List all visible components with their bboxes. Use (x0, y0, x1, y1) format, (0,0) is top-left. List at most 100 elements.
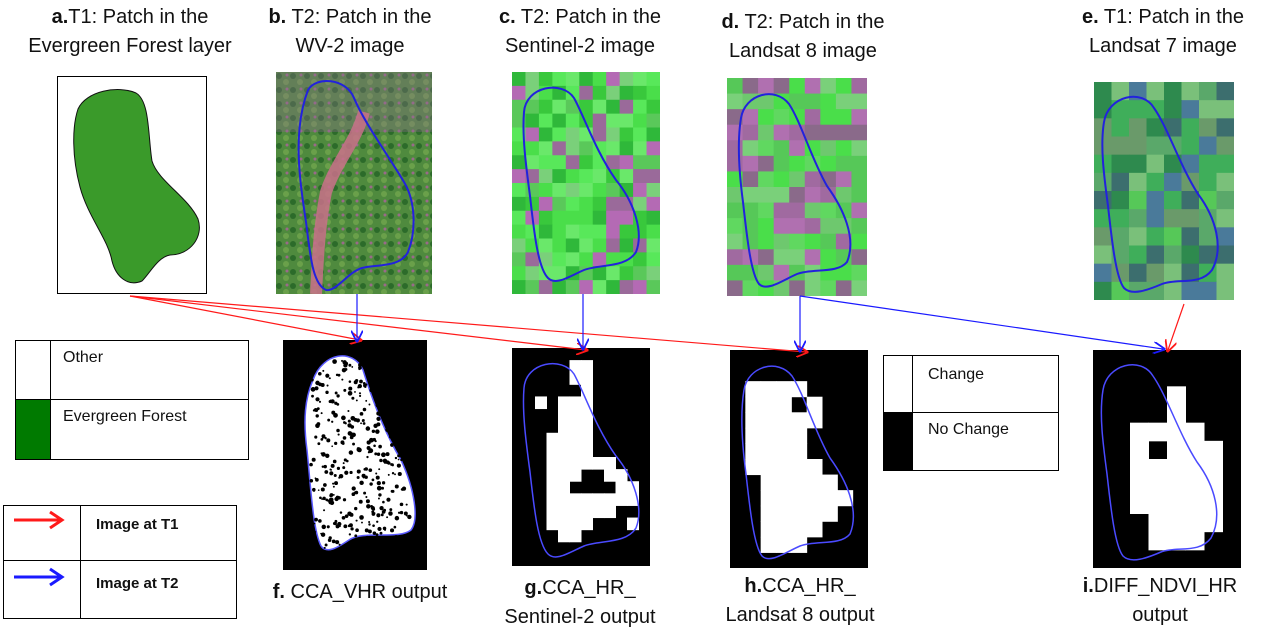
image-pixel (565, 224, 580, 239)
caption-b-line2: WV-2 image (295, 35, 405, 57)
no-change-speck (400, 488, 404, 491)
image-pixel (525, 224, 540, 239)
no-change-speck (318, 371, 322, 376)
no-change-speck (332, 485, 335, 488)
change-cell (791, 459, 808, 476)
change-cell (745, 443, 762, 460)
image-pixel (619, 85, 634, 101)
legend-landcover-forest: Evergreen Forest (16, 400, 248, 459)
change-cell (822, 490, 838, 507)
no-change-speck (375, 376, 377, 379)
no-change-speck (334, 401, 338, 405)
no-change-speck (311, 358, 316, 363)
image-pixel (646, 85, 660, 101)
no-change-speck (399, 502, 404, 507)
image-pixel (727, 171, 744, 188)
change-cell (581, 420, 593, 434)
image-pixel (525, 280, 540, 294)
caption-e-line1: T1: Patch in the (1098, 6, 1244, 28)
image-pixel (552, 72, 567, 87)
image-pixel (633, 224, 648, 239)
no-change-speck (375, 475, 380, 480)
caption-f-letter: f. (272, 581, 285, 603)
image-pixel (1094, 209, 1112, 228)
no-change-speck (405, 461, 410, 466)
image-pixel (565, 141, 580, 156)
no-change-speck (356, 469, 361, 474)
change-cell (776, 396, 792, 413)
caption-g-letter: g. (524, 577, 543, 599)
image-pixel (606, 113, 621, 128)
image-pixel (851, 171, 867, 188)
change-cell (569, 408, 582, 422)
no-change-speck (310, 378, 314, 382)
no-change-speck (377, 526, 382, 532)
change-cell (546, 444, 559, 458)
no-change-speck (332, 359, 337, 364)
image-pixel (1216, 245, 1234, 265)
no-change-speck (349, 541, 352, 544)
image-pixel (525, 72, 540, 87)
change-cell (569, 517, 582, 531)
no-change-speck (334, 519, 338, 523)
image-pixel (579, 224, 594, 239)
no-change-speck (403, 374, 408, 379)
legend-label-other: Other (63, 349, 104, 366)
change-cell (604, 457, 616, 470)
no-change-speck (365, 536, 367, 539)
image-pixel (1129, 154, 1147, 174)
image-pixel (1199, 136, 1217, 156)
no-change-speck (394, 484, 399, 489)
image-pixel (646, 99, 660, 115)
image-pixel (820, 233, 837, 250)
image-pixel (1146, 263, 1165, 283)
image-pixel (538, 72, 553, 87)
image-pixel (538, 127, 553, 142)
no-change-speck (376, 520, 379, 523)
change-cell (558, 505, 570, 519)
no-change-speck (332, 459, 337, 464)
image-pixel (552, 210, 567, 226)
image-pixel (565, 196, 580, 212)
no-change-speck (401, 545, 404, 548)
change-cell (1204, 459, 1223, 478)
no-change-speck (369, 365, 373, 369)
no-change-speck (326, 438, 331, 443)
change-cell (776, 459, 792, 476)
no-change-speck (325, 373, 330, 378)
no-change-speck (375, 472, 378, 475)
image-pixel (646, 72, 660, 87)
image-pixel (1111, 172, 1130, 192)
no-change-speck (393, 398, 398, 403)
panel-a-forest-layer (57, 76, 207, 294)
patch-outline (737, 93, 852, 288)
image-pixel (789, 78, 806, 95)
no-change-speck (335, 495, 340, 500)
change-cell (776, 427, 792, 444)
no-change-speck (353, 491, 357, 495)
no-change-speck (368, 403, 371, 406)
no-change-speck (320, 487, 325, 492)
no-change-speck (320, 532, 323, 535)
panel-b-wv2-image (276, 72, 432, 294)
change-cell (745, 396, 762, 413)
change-cell (1148, 422, 1168, 442)
image-pixel (1199, 191, 1217, 210)
image-pixel (592, 113, 607, 128)
no-change-speck (379, 372, 384, 377)
change-cell (615, 493, 628, 506)
no-change-speck (347, 431, 353, 436)
change-cell (1167, 440, 1186, 460)
change-cell (558, 408, 570, 422)
image-pixel (1164, 154, 1182, 174)
image-pixel (1199, 82, 1217, 101)
image-pixel (538, 280, 553, 294)
image-pixel (1111, 245, 1130, 265)
no-change-speck (344, 361, 349, 366)
no-change-speck (347, 423, 350, 426)
no-change-speck (354, 534, 358, 538)
change-cell (569, 457, 582, 470)
image-pixel (633, 252, 648, 267)
image-pixel (835, 93, 852, 110)
no-change-speck (391, 489, 395, 493)
